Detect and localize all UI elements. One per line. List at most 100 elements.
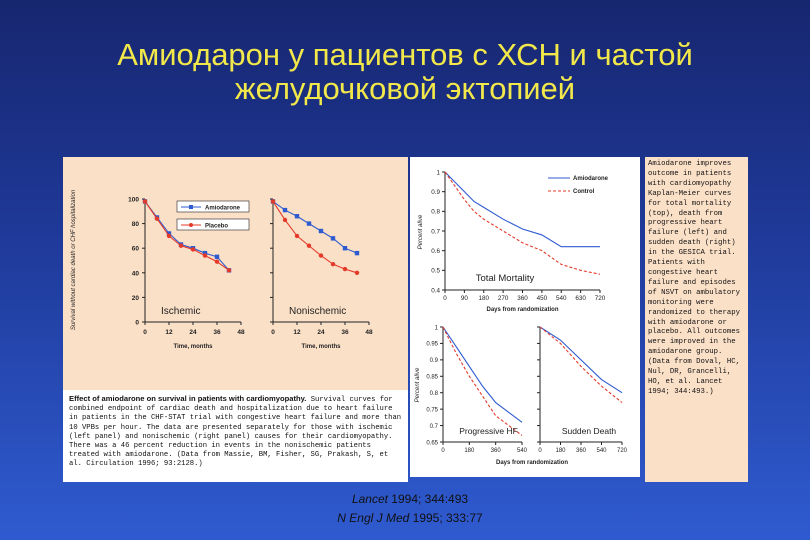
left-y-tick-label: 20 <box>132 295 140 302</box>
left-panel-label: Ischemic <box>161 306 200 317</box>
left-y-tick-label: 0 <box>135 320 139 327</box>
data-point-placebo <box>226 268 232 273</box>
total-mortality-line-control <box>444 171 601 275</box>
left-x-tick-label: 48 <box>237 329 245 336</box>
top-x-tick-label: 720 <box>595 295 606 302</box>
data-point-amiodarone <box>330 236 336 241</box>
top-x-tick-label: 360 <box>517 295 528 302</box>
top-x-tick-label: 540 <box>556 295 567 302</box>
data-point-placebo <box>270 199 276 204</box>
top-y-tick-label: 0.9 <box>431 189 440 196</box>
data-point-placebo <box>354 270 360 275</box>
left-figure-chart: Survival without cardiac death or CHF ho… <box>71 189 373 350</box>
slide-title-line-2: желудочковой эктопией <box>234 71 576 106</box>
data-point-placebo <box>178 243 184 248</box>
data-point-amiodarone <box>166 231 172 236</box>
bottom-y-tick-label: 1 <box>435 325 439 331</box>
data-point-placebo <box>154 216 160 221</box>
reference-nejm-journal: N Engl J Med <box>337 511 410 525</box>
data-point-amiodarone <box>202 250 208 256</box>
slide-title: Амиодарон у пациентов с ХСН и частой жел… <box>0 38 810 106</box>
legend-label: Amiodarone <box>205 205 241 211</box>
bottom-right-line-amiodarone <box>539 326 623 394</box>
data-point-amiodarone <box>342 246 348 251</box>
data-point-amiodarone <box>318 228 324 234</box>
bottom-y-tick-label: 0.85 <box>426 375 438 381</box>
data-point-amiodarone <box>282 207 288 213</box>
caption-bold-text: Effect of amiodarone on survival in pati… <box>69 394 307 403</box>
left-x-tick-label: 36 <box>341 329 349 336</box>
left-x-tick-label: 24 <box>317 329 325 336</box>
data-point-placebo <box>166 233 172 239</box>
left-x-axis-label: Time, months <box>302 344 342 350</box>
bottom-y-tick-label: 0.9 <box>430 358 439 364</box>
top-legend-label: Amiodarone <box>573 176 609 182</box>
legend-marker <box>189 223 193 227</box>
left-x-tick-label: 0 <box>271 329 275 336</box>
data-point-placebo <box>214 259 220 264</box>
bottom-y-tick-label: 0.75 <box>426 407 438 413</box>
bottom-x-tick-label: 360 <box>491 448 502 454</box>
left-x-tick-label: 0 <box>143 329 147 336</box>
left-x-tick-label: 48 <box>365 329 373 336</box>
left-y-tick-label: 60 <box>132 246 140 253</box>
top-legend-label: Control <box>573 189 595 195</box>
bottom-left-line-control <box>442 326 523 436</box>
top-chart-ylabel: Percent alive <box>418 214 424 249</box>
left-x-tick-label: 24 <box>189 329 197 336</box>
bottom-y-tick-label: 0.95 <box>426 342 438 348</box>
bottom-x-tick-label: 540 <box>596 448 607 454</box>
total-mortality-label: Total Mortality <box>476 273 535 284</box>
total-mortality-line-amiodarone <box>444 171 600 248</box>
top-x-tick-label: 90 <box>461 295 469 302</box>
bottom-x-tick-label: 180 <box>464 448 475 454</box>
left-x-axis-label: Time, months <box>174 344 214 350</box>
bottom-chart-ylabel: Percent alive <box>415 367 421 402</box>
bottom-right-line-control <box>539 326 623 404</box>
top-y-tick-label: 0.5 <box>431 268 440 275</box>
bottom-x-tick-label: 180 <box>555 448 566 454</box>
survival-line-placebo <box>144 201 230 271</box>
bottom-right-label: Sudden Death <box>562 426 617 436</box>
legend-label: Placebo <box>205 223 228 229</box>
bottom-y-tick-label: 0.8 <box>430 391 439 397</box>
top-x-tick-label: 0 <box>443 295 447 302</box>
left-panel-label: Nonischemic <box>289 306 346 317</box>
right-figure-chart: Percent alive 0.4 0.5 0.6 0.7 0.8 0.9 1 0 90 180 27… <box>415 169 628 466</box>
data-point-placebo <box>190 247 196 252</box>
data-point-placebo <box>306 243 312 248</box>
left-y-tick-label: 100 <box>128 197 139 204</box>
left-figure-caption: Effect of amiodarone on survival in pati… <box>63 390 408 482</box>
legend-marker <box>189 205 193 209</box>
note-text: Amiodarone improves outcome in patients … <box>648 160 740 396</box>
legend-box <box>176 218 250 231</box>
left-x-tick-label: 12 <box>293 329 301 336</box>
slide-title-line-1: Амиодарон у пациентов с ХСН и частой <box>117 37 693 72</box>
reference-nejm-details: 1995; 333:77 <box>409 511 483 525</box>
left-y-tick-label: 40 <box>132 270 140 277</box>
top-x-tick-label: 630 <box>575 295 586 302</box>
bottom-left-label: Progressive HF <box>459 426 518 436</box>
data-point-placebo <box>330 261 336 267</box>
data-point-placebo <box>318 253 324 258</box>
top-y-tick-label: 0.8 <box>431 209 440 216</box>
reference-lancet-details: 1994; 344:493 <box>387 492 469 506</box>
left-y-tick-label: 80 <box>132 221 140 228</box>
top-y-tick-label: 0.6 <box>431 248 440 255</box>
top-y-tick-label: 0.7 <box>431 228 440 235</box>
reference-nejm: N Engl J Med 1995; 333:77 <box>300 511 520 525</box>
left-x-tick-label: 12 <box>165 329 173 336</box>
left-x-tick-label: 36 <box>213 329 221 336</box>
data-point-placebo <box>342 266 348 272</box>
top-y-tick-label: 0.4 <box>431 287 440 294</box>
left-chart-ylabel: Survival without cardiac death or CHF ho… <box>71 189 77 330</box>
data-point-placebo <box>142 199 148 204</box>
bottom-y-tick-label: 0.7 <box>430 424 439 430</box>
bottom-x-tick-label: 0 <box>538 448 542 454</box>
data-point-amiodarone <box>214 254 220 260</box>
data-point-amiodarone <box>354 250 360 256</box>
reference-lancet-journal: Lancet <box>351 492 388 506</box>
top-x-tick-label: 180 <box>478 295 489 302</box>
bottom-x-tick-label: 720 <box>617 448 628 454</box>
bottom-chart-xlabel: Days from randomization <box>496 460 568 466</box>
